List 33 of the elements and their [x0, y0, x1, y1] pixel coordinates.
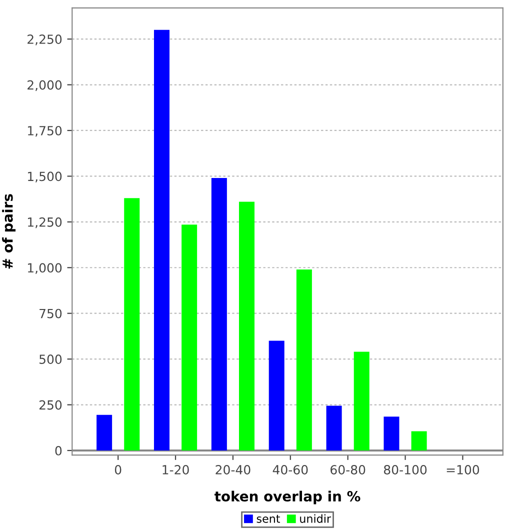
bar	[354, 352, 370, 450]
bar	[211, 178, 227, 450]
y-tick-label: 1,000	[28, 263, 62, 274]
x-tick-label: 40-60	[272, 465, 308, 474]
bar	[238, 202, 254, 450]
legend-label: unidir	[300, 514, 332, 523]
bar	[182, 224, 198, 450]
y-axis-title: # of pairs	[2, 194, 16, 269]
bar	[384, 416, 400, 450]
x-tick-label: 60-80	[330, 465, 366, 474]
y-tick-label: 1,500	[28, 172, 62, 182]
bar	[268, 340, 284, 450]
bar	[411, 431, 427, 450]
x-tick-label: 0	[114, 465, 122, 474]
y-tick-label: 1,750	[28, 126, 62, 137]
bar	[124, 198, 140, 450]
x-tick-label: 20-40	[216, 465, 250, 474]
x-tick-label: 1-20	[162, 465, 189, 474]
y-tick-label: 0	[55, 446, 62, 456]
y-tick-label: 2,000	[28, 80, 62, 91]
legend-label: sent	[256, 514, 280, 523]
x-axis-title: token overlap in %	[214, 490, 360, 504]
y-tick-label: 250	[39, 400, 62, 410]
bar	[296, 269, 312, 450]
x-tick-label: 80-100	[384, 465, 427, 474]
y-tick-label: 1,250	[28, 217, 62, 228]
bar	[326, 406, 342, 450]
y-tick-label: 500	[40, 354, 62, 364]
y-tick-label: 750	[40, 308, 62, 318]
bar	[96, 414, 112, 450]
y-tick-label: 2,250	[28, 34, 62, 46]
x-tick-label: =100	[446, 465, 480, 474]
bar	[154, 30, 170, 450]
